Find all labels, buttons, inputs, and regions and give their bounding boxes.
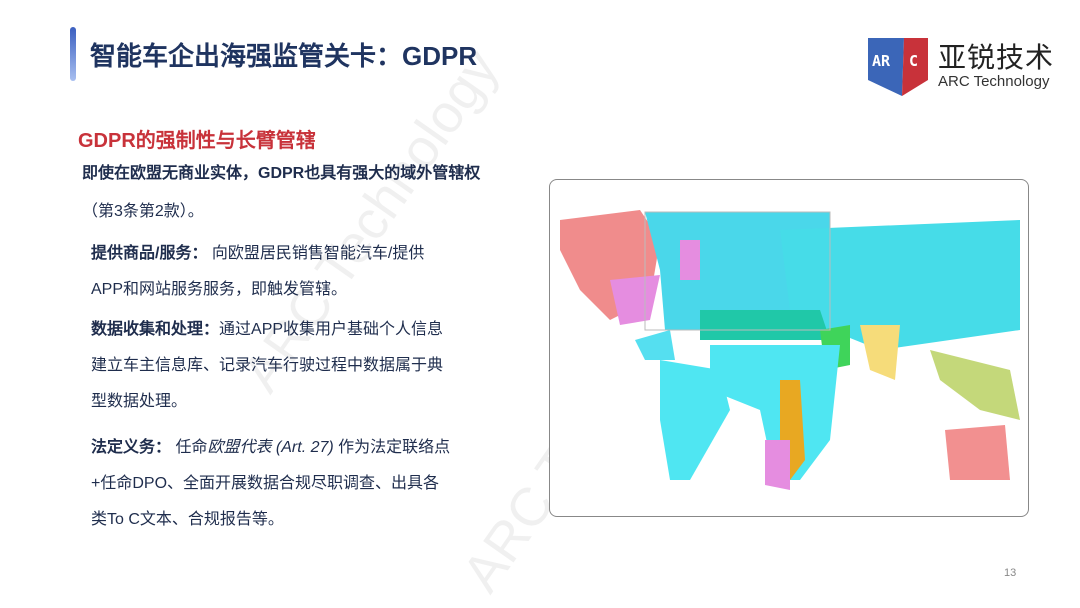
point-text-italic: 欧盟代表 (Art. 27) xyxy=(207,439,339,456)
logo-cn: 亚锐技术 xyxy=(938,42,1055,73)
logo-en: ARC Technology xyxy=(938,73,1050,90)
point-text: 建立车主信息库、记录汽车行驶过程中数据属于典 xyxy=(91,357,444,374)
point-text: 向欧盟居民销售智能汽车/提供 xyxy=(211,245,425,262)
arc-logo-icon: AR C xyxy=(868,38,928,96)
svg-text:C: C xyxy=(909,52,918,70)
world-map xyxy=(549,179,1029,517)
point-text: +任命DPO、全面开展数据合规尽职调查、出具各 xyxy=(91,475,440,492)
svg-text:AR: AR xyxy=(872,52,891,70)
intro-line1: 即使在欧盟无商业实体，GDPR也具有强大的域外管辖权 xyxy=(82,165,481,182)
logo: AR C 亚锐技术 ARC Technology xyxy=(866,36,1056,100)
section-subtitle: GDPR的强制性与长臂管辖 xyxy=(78,130,316,152)
point-text: 任命 xyxy=(175,439,208,456)
point-label: 提供商品/服务： xyxy=(91,245,208,262)
point-label: 法定义务： xyxy=(91,439,172,456)
point-text: APP和网站服务服务，即触发管辖。 xyxy=(91,281,348,298)
page-number: 13 xyxy=(1004,567,1017,579)
title-accent-bar xyxy=(70,27,76,81)
point-text: 类To C文本、合规报告等。 xyxy=(91,511,284,528)
point-goods-services: 提供商品/服务： 向欧盟居民销售智能汽车/提供 APP和网站服务服务，即触发管辖… xyxy=(91,236,424,308)
intro-line2: （第3条第2款）。 xyxy=(82,203,204,220)
world-map-image xyxy=(560,210,1020,490)
point-text: 通过APP收集用户基础个人信息 xyxy=(219,321,444,338)
point-text: 型数据处理。 xyxy=(91,393,188,410)
point-legal-obligations: 法定义务： 任命欧盟代表 (Art. 27) 作为法定联络点 +任命DPO、全面… xyxy=(91,430,450,538)
page-title: 智能车企出海强监管关卡：GDPR xyxy=(90,41,478,71)
point-text: 作为法定联络点 xyxy=(338,439,451,456)
point-label: 数据收集和处理： xyxy=(91,321,220,338)
point-data-processing: 数据收集和处理：通过APP收集用户基础个人信息 建立车主信息库、记录汽车行驶过程… xyxy=(91,312,443,420)
